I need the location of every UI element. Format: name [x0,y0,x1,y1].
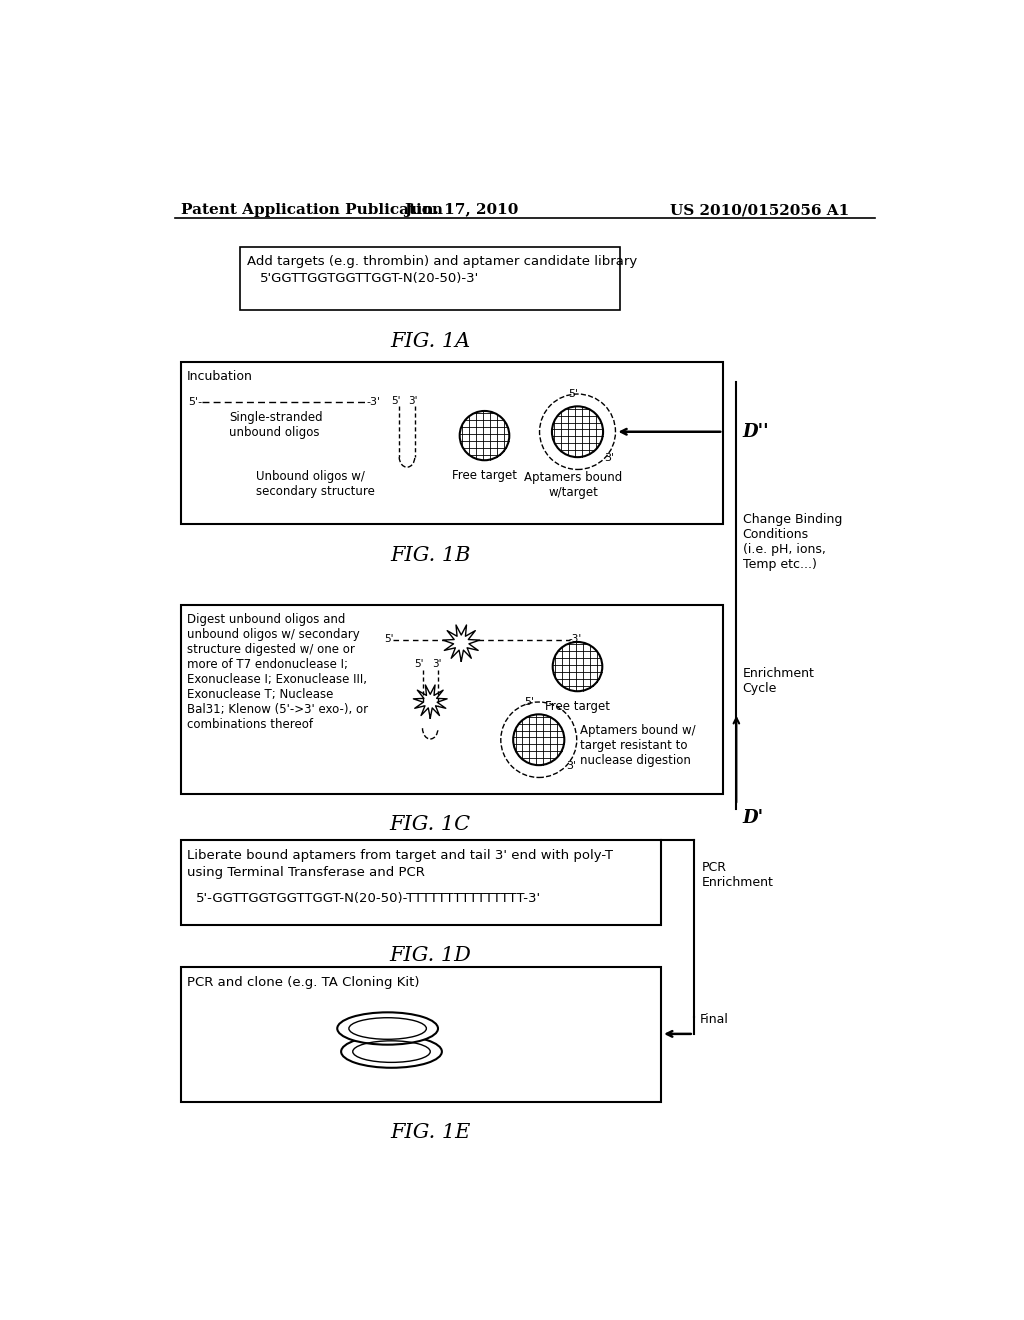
Circle shape [552,407,603,457]
Text: FIG. 1C: FIG. 1C [390,816,471,834]
Text: Incubation: Incubation [187,370,253,383]
Text: PCR and clone (e.g. TA Cloning Kit): PCR and clone (e.g. TA Cloning Kit) [187,977,420,989]
Text: 3': 3' [409,396,418,405]
Text: 3': 3' [432,659,441,669]
Text: FIG. 1A: FIG. 1A [390,331,470,351]
Circle shape [513,714,564,766]
Text: Unbound oligos w/
secondary structure: Unbound oligos w/ secondary structure [256,470,375,498]
FancyBboxPatch shape [180,363,723,524]
Text: 5': 5' [568,389,579,400]
Text: Aptamers bound
w/target: Aptamers bound w/target [524,471,623,499]
Text: Patent Application Publication: Patent Application Publication [180,203,442,216]
Text: Enrichment
Cycle: Enrichment Cycle [742,667,814,694]
Text: Add targets (e.g. thrombin) and aptamer candidate library: Add targets (e.g. thrombin) and aptamer … [247,255,637,268]
Text: -3': -3' [568,635,582,644]
FancyBboxPatch shape [180,966,662,1102]
Text: Digest unbound oligos and
unbound oligos w/ secondary
structure digested w/ one : Digest unbound oligos and unbound oligos… [187,612,368,731]
Text: 3': 3' [566,760,575,771]
Text: Change Binding
Conditions
(i.e. pH, ions,
Temp etc...): Change Binding Conditions (i.e. pH, ions… [742,512,842,570]
Text: D': D' [742,809,764,828]
Text: Single-stranded
unbound oligos: Single-stranded unbound oligos [228,411,323,440]
Text: Jun. 17, 2010: Jun. 17, 2010 [404,203,518,216]
Text: 5': 5' [524,697,535,708]
Text: FIG. 1D: FIG. 1D [389,946,471,965]
Text: 5'-: 5'- [188,397,203,407]
FancyBboxPatch shape [180,840,662,924]
Text: 3': 3' [604,453,614,463]
Text: Free target: Free target [452,470,517,483]
Circle shape [460,411,509,461]
FancyBboxPatch shape [180,605,723,793]
Text: FIG. 1B: FIG. 1B [390,545,470,565]
Text: Aptamers bound w/
target resistant to
nuclease digestion: Aptamers bound w/ target resistant to nu… [580,725,695,767]
Text: 5': 5' [384,635,393,644]
Text: D'': D'' [742,422,769,441]
FancyBboxPatch shape [241,247,621,310]
Text: PCR
Enrichment: PCR Enrichment [701,862,773,890]
Text: 5'-GGTTGGTGGTTGGT-N(20-50)-TTTTTTTTTTTTTTT-3': 5'-GGTTGGTGGTTGGT-N(20-50)-TTTTTTTTTTTTT… [197,892,542,906]
Text: 5'GGTTGGTGGTTGGT-N(20-50)-3': 5'GGTTGGTGGTTGGT-N(20-50)-3' [260,272,479,285]
Text: FIG. 1E: FIG. 1E [390,1123,470,1142]
Text: US 2010/0152056 A1: US 2010/0152056 A1 [671,203,850,216]
Text: Free target: Free target [545,701,610,714]
Text: 5': 5' [415,659,424,669]
Text: -3': -3' [367,397,381,407]
Text: Liberate bound aptamers from target and tail 3' end with poly-T: Liberate bound aptamers from target and … [187,849,613,862]
Text: using Terminal Transferase and PCR: using Terminal Transferase and PCR [187,866,425,879]
Circle shape [553,642,602,692]
Ellipse shape [341,1035,442,1068]
Text: 5': 5' [391,396,401,405]
Text: Final: Final [700,1014,729,1026]
Ellipse shape [337,1012,438,1044]
